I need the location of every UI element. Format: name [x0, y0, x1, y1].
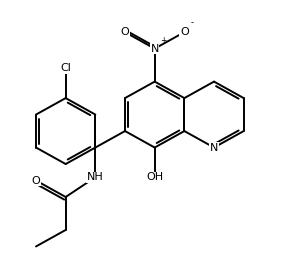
Text: -: -: [191, 18, 194, 27]
Text: +: +: [161, 36, 167, 45]
Text: O: O: [121, 27, 129, 37]
Text: Cl: Cl: [60, 63, 71, 73]
Text: O: O: [180, 27, 189, 37]
Text: N: N: [151, 44, 159, 54]
Text: NH: NH: [87, 172, 104, 182]
Text: O: O: [32, 175, 40, 186]
Text: N: N: [210, 143, 218, 153]
Text: OH: OH: [146, 172, 163, 182]
